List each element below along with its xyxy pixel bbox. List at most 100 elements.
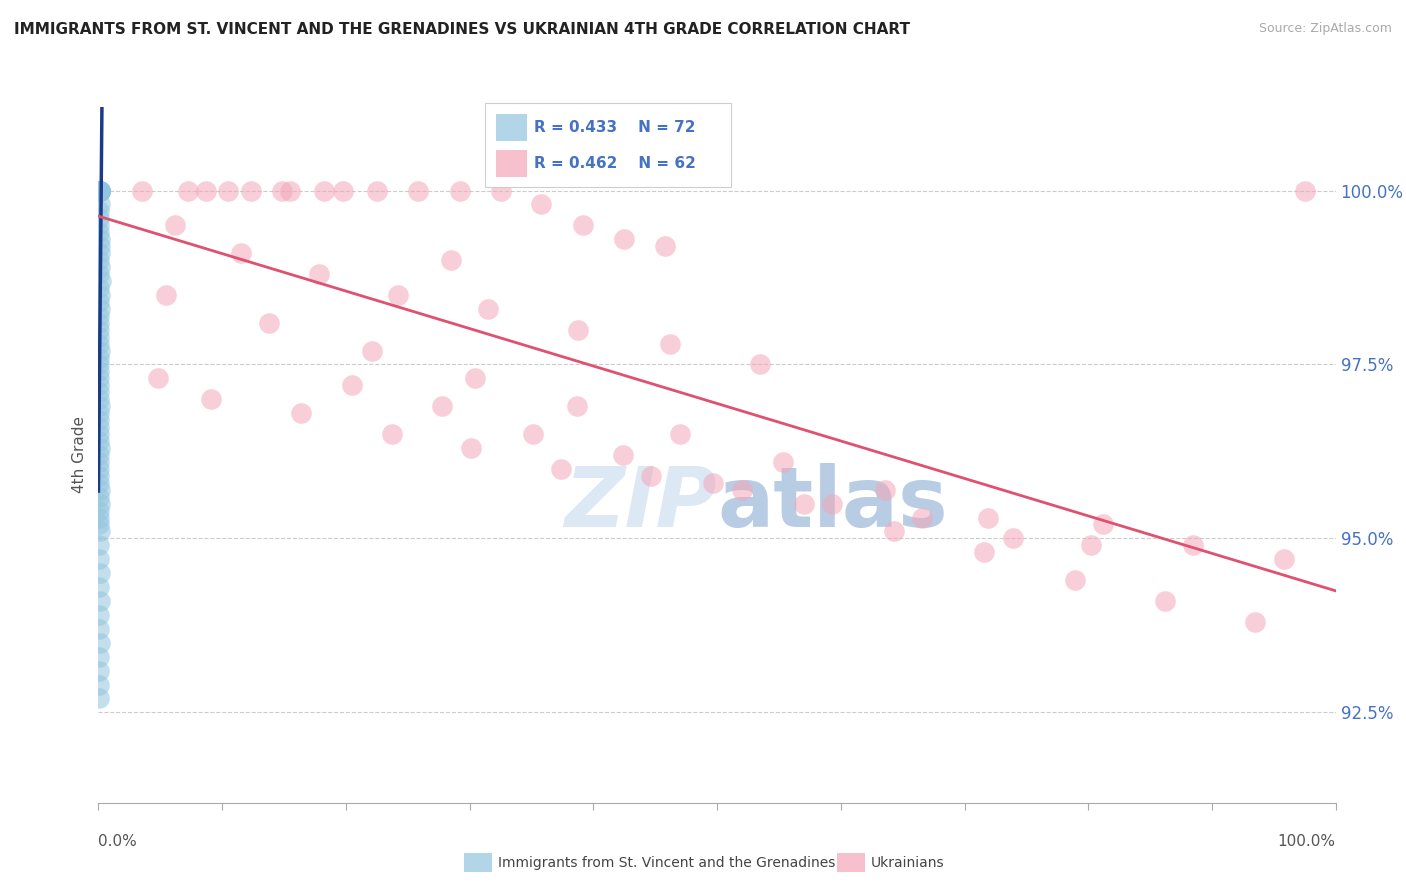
Text: Source: ZipAtlas.com: Source: ZipAtlas.com bbox=[1258, 22, 1392, 36]
Point bbox=[89, 184, 111, 198]
Text: Immigrants from St. Vincent and the Grenadines: Immigrants from St. Vincent and the Gren… bbox=[498, 855, 835, 870]
Point bbox=[89, 246, 111, 260]
Point bbox=[89, 399, 111, 413]
Point bbox=[340, 378, 363, 392]
Point bbox=[87, 462, 110, 476]
Point bbox=[87, 371, 110, 385]
Point bbox=[87, 329, 110, 343]
Point bbox=[1080, 538, 1102, 552]
Point bbox=[89, 664, 111, 678]
Point bbox=[89, 580, 111, 594]
Point bbox=[1001, 532, 1024, 546]
Point bbox=[87, 267, 110, 281]
Point bbox=[360, 343, 382, 358]
Point bbox=[87, 336, 110, 351]
Point bbox=[195, 184, 218, 198]
Point bbox=[89, 622, 111, 636]
Point bbox=[702, 475, 724, 490]
Text: Ukrainians: Ukrainians bbox=[870, 855, 943, 870]
Point bbox=[89, 552, 111, 566]
Point bbox=[89, 260, 111, 274]
Point bbox=[875, 483, 897, 497]
Point bbox=[89, 636, 111, 650]
Point bbox=[87, 434, 110, 448]
Point bbox=[87, 184, 110, 198]
Point bbox=[550, 462, 572, 476]
Point bbox=[89, 219, 111, 233]
Point bbox=[89, 427, 111, 442]
Point bbox=[89, 392, 111, 407]
Point bbox=[654, 239, 676, 253]
Text: atlas: atlas bbox=[717, 463, 948, 544]
Point bbox=[89, 691, 111, 706]
Point bbox=[87, 204, 110, 219]
Point bbox=[731, 483, 754, 497]
Point bbox=[278, 184, 301, 198]
Point bbox=[87, 378, 110, 392]
Point bbox=[270, 184, 292, 198]
Point bbox=[464, 371, 486, 385]
Point bbox=[530, 197, 553, 211]
Point bbox=[460, 441, 482, 455]
Point bbox=[612, 448, 634, 462]
Point bbox=[89, 301, 111, 316]
Point bbox=[89, 566, 111, 581]
Text: ZIP: ZIP bbox=[564, 463, 717, 544]
Point bbox=[366, 184, 388, 198]
Point bbox=[89, 197, 111, 211]
Point bbox=[89, 385, 111, 400]
Point bbox=[290, 406, 312, 420]
Point bbox=[87, 677, 110, 691]
Point bbox=[89, 497, 111, 511]
Point bbox=[87, 538, 110, 552]
Point bbox=[640, 468, 662, 483]
Point bbox=[89, 364, 111, 378]
Point bbox=[381, 427, 404, 442]
Point bbox=[87, 225, 110, 239]
Point bbox=[911, 510, 934, 524]
Point bbox=[89, 594, 111, 608]
Point bbox=[89, 351, 111, 365]
Point bbox=[572, 219, 595, 233]
Point bbox=[973, 545, 995, 559]
Point bbox=[89, 211, 111, 226]
Point bbox=[155, 288, 177, 302]
Point bbox=[821, 497, 844, 511]
Point bbox=[89, 517, 111, 532]
Point bbox=[89, 184, 111, 198]
Point bbox=[1272, 552, 1295, 566]
Point bbox=[89, 184, 111, 198]
Point bbox=[406, 184, 429, 198]
Point bbox=[89, 184, 111, 198]
Point bbox=[89, 184, 111, 198]
Point bbox=[87, 413, 110, 427]
Point bbox=[87, 649, 110, 664]
Point bbox=[387, 288, 409, 302]
Point bbox=[89, 184, 111, 198]
Point bbox=[89, 448, 111, 462]
Point bbox=[165, 219, 187, 233]
Point bbox=[89, 441, 111, 455]
Point bbox=[89, 288, 111, 302]
Point bbox=[567, 323, 589, 337]
Point bbox=[89, 184, 111, 198]
Text: 0.0%: 0.0% bbox=[98, 834, 138, 849]
Point bbox=[89, 524, 111, 539]
Point bbox=[176, 184, 198, 198]
Point bbox=[89, 510, 111, 524]
Point bbox=[332, 184, 354, 198]
Point bbox=[613, 232, 636, 246]
Point bbox=[477, 301, 499, 316]
Point bbox=[977, 510, 1000, 524]
Point bbox=[90, 274, 112, 288]
Point bbox=[793, 497, 815, 511]
Point bbox=[87, 607, 110, 622]
Point bbox=[146, 371, 169, 385]
Point bbox=[89, 483, 111, 497]
Point bbox=[229, 246, 252, 260]
Point bbox=[89, 309, 111, 323]
Point bbox=[659, 336, 682, 351]
Point bbox=[87, 475, 110, 490]
Point bbox=[89, 184, 111, 198]
Point bbox=[1092, 517, 1115, 532]
